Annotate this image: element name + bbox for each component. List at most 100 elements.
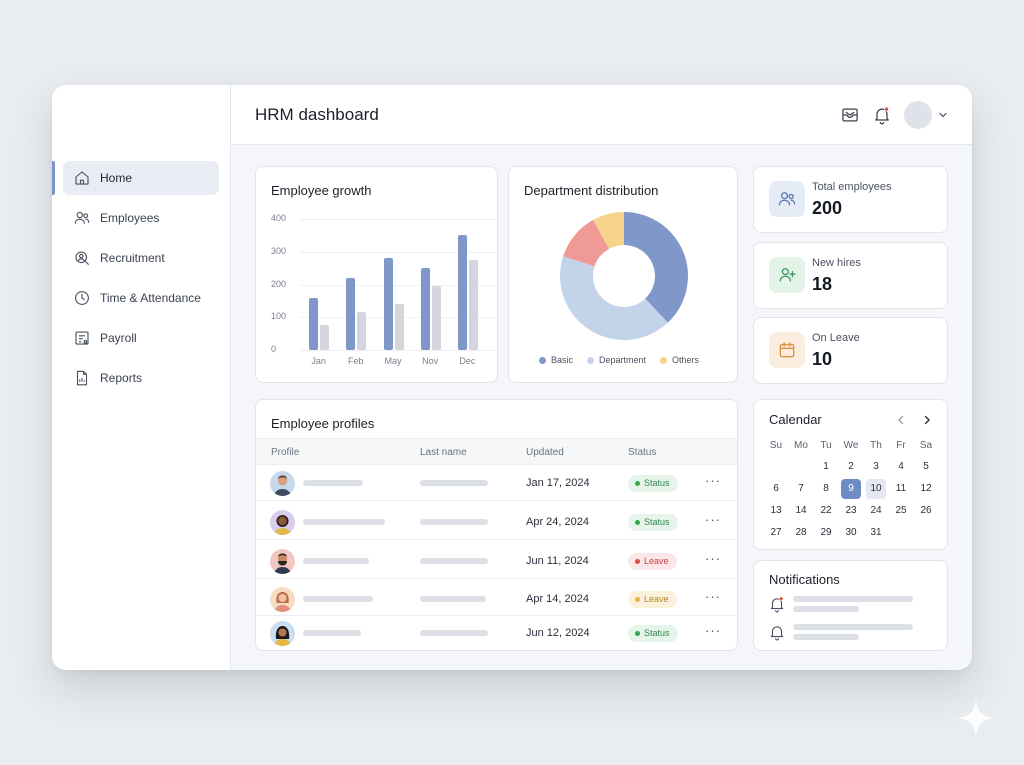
- table-row[interactable]: Jun 11, 2024 Leave ···: [256, 543, 737, 579]
- legend-label: Department: [599, 355, 647, 365]
- table-row[interactable]: Jan 17, 2024 Status ···: [256, 465, 737, 501]
- calendar-day[interactable]: 3: [873, 461, 879, 472]
- first-name-placeholder: [303, 596, 373, 602]
- y-tick-label: 0: [271, 344, 277, 354]
- calendar-day[interactable]: 10: [866, 479, 886, 499]
- first-name-placeholder: [303, 519, 385, 525]
- sidebar-item-time-attendance[interactable]: Time & Attendance: [63, 281, 219, 315]
- calendar-day[interactable]: 29: [820, 527, 832, 538]
- notifications-card: Notifications: [753, 560, 948, 651]
- stat-card-on-leave: On Leave 10: [753, 317, 948, 384]
- calendar-day[interactable]: 4: [898, 461, 904, 472]
- bar-primary-may: [383, 258, 393, 350]
- chevron-down-icon[interactable]: [937, 109, 949, 121]
- chevron-right-icon[interactable]: [920, 413, 934, 427]
- sidebar-item-label: Employees: [100, 211, 160, 225]
- chevron-left-icon[interactable]: [894, 413, 908, 427]
- calendar-day[interactable]: 8: [823, 483, 829, 494]
- notification-item[interactable]: [768, 623, 928, 645]
- sidebar-item-label: Home: [100, 171, 133, 185]
- legend-item-others: Others: [660, 355, 699, 365]
- home-icon: [75, 171, 89, 185]
- calendar-day[interactable]: 26: [920, 505, 932, 516]
- more-options-icon[interactable]: ···: [705, 589, 721, 604]
- updated-date: Jan 17, 2024: [526, 477, 590, 489]
- first-name-placeholder: [303, 630, 361, 636]
- calendar-day[interactable]: 1: [823, 461, 829, 472]
- user-plus-icon: [769, 257, 805, 293]
- sidebar-nav: Home Employees Recruitment Time & Attend…: [52, 161, 219, 401]
- bar-secondary-jan: [320, 325, 330, 350]
- calendar-day[interactable]: 9: [841, 479, 861, 499]
- last-name-placeholder: [420, 630, 488, 636]
- donut-legend: Basic Department Others: [539, 355, 699, 365]
- gridline: [300, 251, 496, 253]
- first-name-placeholder: [303, 480, 363, 486]
- sidebar-item-employees[interactable]: Employees: [63, 201, 219, 235]
- table-row[interactable]: Apr 14, 2024 Leave ···: [256, 582, 737, 616]
- gridline: [300, 350, 496, 351]
- more-options-icon[interactable]: ···: [705, 512, 721, 527]
- more-options-icon[interactable]: ···: [705, 551, 721, 566]
- sidebar-item-label: Reports: [100, 371, 143, 385]
- column-header-status[interactable]: Status: [628, 447, 657, 458]
- calendar-day[interactable]: 23: [845, 505, 857, 516]
- column-header-updated[interactable]: Updated: [526, 447, 564, 458]
- calendar-day[interactable]: 28: [795, 527, 807, 538]
- notification-item[interactable]: [768, 595, 928, 617]
- sidebar-item-recruitment[interactable]: Recruitment: [63, 241, 219, 275]
- weekday-label: We: [843, 440, 859, 451]
- calendar-day[interactable]: 22: [820, 505, 832, 516]
- calendar-day[interactable]: 5: [923, 461, 929, 472]
- calendar-day[interactable]: 30: [845, 527, 857, 538]
- calendar-day[interactable]: 11: [895, 483, 907, 494]
- table-row[interactable]: Apr 24, 2024 Status ···: [256, 504, 737, 540]
- stat-value: 18: [812, 274, 833, 294]
- last-name-placeholder: [420, 480, 488, 486]
- table-header: [256, 438, 737, 465]
- sidebar-item-home[interactable]: Home: [52, 161, 219, 195]
- column-header-last-name[interactable]: Last name: [420, 447, 467, 458]
- calendar-day[interactable]: 24: [870, 505, 882, 516]
- avatar: [270, 471, 295, 496]
- bell-icon[interactable]: [872, 105, 892, 125]
- notification-text-placeholder: [793, 624, 913, 630]
- employee-profiles-title: Employee profiles: [271, 416, 375, 431]
- calendar-day[interactable]: 14: [795, 505, 807, 516]
- x-tick-label: Dec: [459, 356, 476, 366]
- calendar-day[interactable]: 31: [870, 527, 882, 538]
- calendar-day[interactable]: 13: [770, 505, 782, 516]
- y-tick-label: 200: [271, 278, 287, 289]
- inbox-icon[interactable]: [840, 105, 860, 125]
- legend-item-department: Department: [587, 355, 646, 365]
- stat-card-new-hires: New hires 18: [753, 242, 948, 309]
- top-header: HRM dashboard: [231, 85, 972, 145]
- donut-slice-others-red-: [563, 219, 610, 267]
- weekday-label: Tu: [820, 440, 832, 451]
- user-avatar[interactable]: [904, 101, 932, 129]
- notification-text-placeholder: [793, 634, 859, 640]
- calendar-day[interactable]: 12: [920, 483, 932, 494]
- receipt-icon: [75, 331, 89, 345]
- calendar-day[interactable]: 6: [773, 483, 779, 494]
- legend-label: Others: [672, 355, 700, 365]
- sidebar-item-payroll[interactable]: Payroll: [63, 321, 219, 355]
- more-options-icon[interactable]: ···: [705, 623, 721, 638]
- calendar-day[interactable]: 7: [798, 483, 804, 494]
- calendar-day[interactable]: 27: [770, 527, 782, 538]
- x-tick-label: Jan: [311, 356, 326, 366]
- stat-label: On Leave: [812, 332, 860, 344]
- stat-value: 200: [812, 198, 843, 218]
- donut-slice-basic: [624, 212, 688, 323]
- avatar: [270, 510, 295, 535]
- calendar-day[interactable]: 25: [895, 505, 907, 516]
- calendar-day[interactable]: 2: [848, 461, 854, 472]
- more-options-icon[interactable]: ···: [705, 473, 721, 488]
- notifications-title: Notifications: [769, 572, 840, 587]
- sidebar-item-reports[interactable]: Reports: [63, 361, 219, 395]
- table-row[interactable]: Jun 12, 2024 Status ···: [256, 616, 737, 650]
- avatar: [270, 587, 295, 612]
- status-badge: Leave: [628, 553, 677, 570]
- column-header-profile[interactable]: Profile: [271, 447, 300, 458]
- donut-slice-others: [593, 212, 624, 249]
